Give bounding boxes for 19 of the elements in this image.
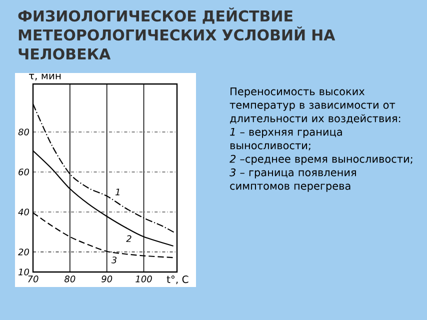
x-tick-label: 80: [64, 276, 76, 282]
text: 2 –среднее время выносливости;: [230, 154, 412, 165]
y-tick-label: 80: [18, 128, 30, 136]
annotation: 1: [116, 188, 120, 196]
text: Переносимость высоких температур в зависимости от длительности их воздействия:: [230, 88, 400, 124]
y-tick-label: 60: [18, 168, 30, 176]
chart-title: ФИЗИОЛОГИЧЕСКОЕ ДЕЙСТВИЕ МЕТЕОРОЛОГИЧЕСКИХ УСЛОВИЙ НА ЧЕЛОВЕКА: [18, 8, 336, 60]
y-tick-label: 10: [18, 268, 30, 276]
x-tick-label: 90: [102, 276, 112, 282]
y-axis-title: τ, мин: [29, 74, 61, 80]
annotation: 3: [111, 256, 117, 264]
text: 1 – верхняя граница выносливости;: [230, 128, 342, 150]
x-tick-label: 70: [28, 276, 38, 282]
text: 3 – граница появления симптомов перегрева: [230, 168, 356, 192]
x-axis-title: t°, C: [166, 276, 188, 284]
y-tick-label: 20: [18, 248, 30, 256]
y-tick-label: 40: [18, 208, 30, 216]
annotation: 2: [126, 235, 132, 242]
x-tick-label: 100: [136, 276, 152, 282]
